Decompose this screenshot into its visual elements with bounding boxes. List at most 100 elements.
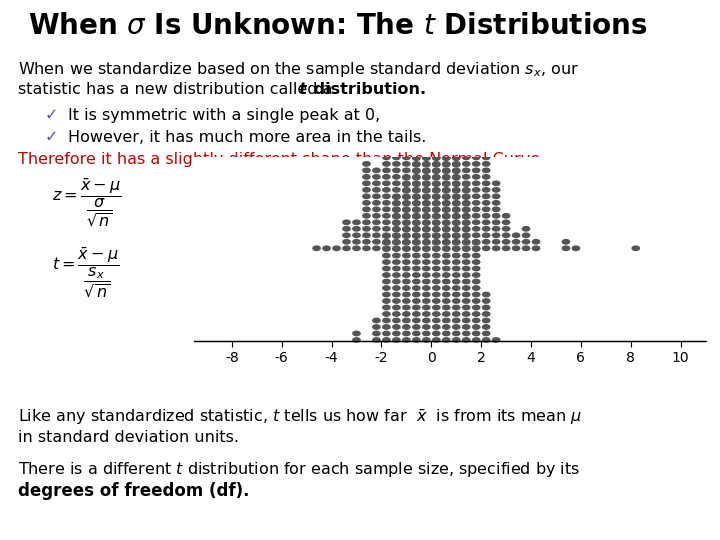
Circle shape [352,337,361,343]
Circle shape [492,187,500,193]
Text: There is a different $t$ distribution for each sample size, specified by its: There is a different $t$ distribution fo… [18,460,580,479]
Circle shape [392,129,401,134]
Circle shape [402,77,410,83]
Text: $t = \dfrac{\bar{x}-\mu}{\dfrac{s_x}{\sqrt{n}}}$: $t = \dfrac{\bar{x}-\mu}{\dfrac{s_x}{\sq… [52,245,119,300]
Circle shape [402,253,410,259]
Circle shape [412,148,420,154]
Circle shape [442,324,451,330]
Circle shape [422,64,431,70]
Circle shape [472,161,480,167]
Circle shape [452,175,461,180]
Circle shape [402,292,410,298]
Circle shape [412,207,420,213]
Circle shape [432,213,441,219]
Circle shape [432,90,441,96]
Circle shape [412,84,420,90]
Circle shape [402,51,410,56]
Circle shape [352,330,361,336]
Circle shape [422,214,431,220]
Circle shape [392,240,401,246]
Text: Therefore it has a slightly different shape than the Normal Curve.: Therefore it has a slightly different sh… [18,152,545,167]
Circle shape [502,213,510,219]
Circle shape [452,193,461,199]
Circle shape [402,64,410,70]
Circle shape [492,239,500,245]
Circle shape [412,240,420,246]
Circle shape [422,70,431,76]
Circle shape [452,167,461,173]
Circle shape [432,245,441,251]
Circle shape [452,116,461,122]
Circle shape [422,142,431,148]
Circle shape [462,233,471,239]
Circle shape [362,193,371,199]
Circle shape [522,226,531,232]
Circle shape [452,266,461,272]
Circle shape [502,226,510,232]
Circle shape [432,175,441,180]
Circle shape [462,174,471,180]
Circle shape [432,38,441,43]
Circle shape [452,25,461,30]
Circle shape [462,245,471,251]
Circle shape [492,200,500,206]
Circle shape [342,232,351,238]
Circle shape [412,180,420,186]
Circle shape [432,31,441,37]
Circle shape [392,201,401,206]
Circle shape [452,0,461,4]
Circle shape [492,219,500,225]
Circle shape [412,279,420,285]
Circle shape [432,187,441,193]
Circle shape [472,266,480,272]
Circle shape [442,156,451,161]
Circle shape [462,187,471,193]
Circle shape [472,174,480,180]
Circle shape [512,239,521,245]
Circle shape [422,227,431,233]
Circle shape [432,64,441,70]
Circle shape [402,201,410,206]
Circle shape [432,206,441,212]
Circle shape [472,272,480,278]
Circle shape [392,272,401,278]
Circle shape [402,122,410,128]
Circle shape [442,311,451,317]
Circle shape [412,77,420,83]
Circle shape [412,97,420,103]
Circle shape [412,12,420,17]
Circle shape [402,141,410,147]
Circle shape [392,83,401,89]
Circle shape [402,266,410,272]
Circle shape [432,200,441,206]
Circle shape [472,253,480,259]
Circle shape [432,193,441,199]
Circle shape [422,194,431,200]
Circle shape [462,246,471,252]
Circle shape [422,58,431,64]
Circle shape [452,129,461,135]
Circle shape [412,83,420,89]
Circle shape [472,324,480,330]
Circle shape [412,239,420,245]
Circle shape [432,298,441,304]
Circle shape [472,245,480,251]
Circle shape [462,305,471,310]
Circle shape [422,103,431,109]
Circle shape [422,90,431,96]
Circle shape [422,19,431,25]
Circle shape [382,206,391,212]
Circle shape [631,245,640,251]
Circle shape [412,194,420,200]
Circle shape [472,298,480,304]
Circle shape [462,154,471,160]
Circle shape [442,25,451,30]
Circle shape [442,110,451,116]
Circle shape [412,174,420,180]
Circle shape [442,44,451,50]
Circle shape [422,174,431,180]
Circle shape [432,97,441,103]
Circle shape [442,239,451,245]
Circle shape [442,233,451,239]
Circle shape [452,200,461,206]
